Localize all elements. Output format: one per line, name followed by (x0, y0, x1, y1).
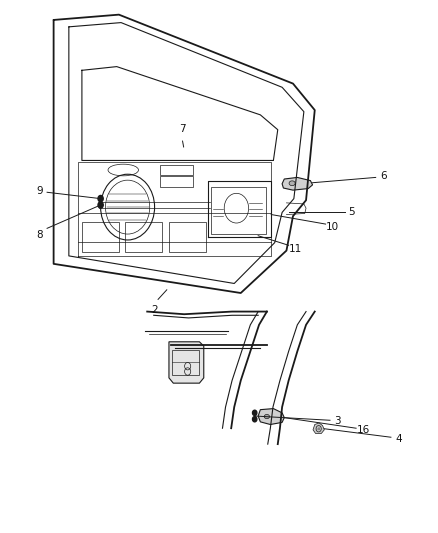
Circle shape (253, 417, 257, 422)
Text: 6: 6 (380, 172, 386, 181)
Bar (169, 222, 206, 252)
Polygon shape (313, 423, 324, 433)
Text: 10: 10 (325, 222, 339, 232)
Circle shape (98, 196, 103, 202)
Bar (125, 222, 162, 252)
Text: 3: 3 (335, 416, 341, 426)
Text: 4: 4 (395, 434, 402, 444)
Text: 9: 9 (36, 185, 43, 196)
Ellipse shape (264, 415, 269, 419)
Text: 8: 8 (36, 230, 43, 240)
Text: 16: 16 (357, 425, 371, 435)
Polygon shape (282, 177, 313, 190)
Text: 5: 5 (349, 207, 355, 217)
Bar (160, 165, 193, 175)
Circle shape (98, 202, 103, 208)
Text: 2: 2 (151, 305, 158, 314)
Polygon shape (169, 342, 204, 383)
Polygon shape (258, 409, 284, 424)
Bar (82, 222, 119, 252)
Ellipse shape (289, 181, 295, 185)
Circle shape (253, 410, 257, 416)
Text: 11: 11 (289, 244, 302, 254)
Bar (211, 187, 265, 233)
Bar (160, 176, 193, 187)
Bar (173, 350, 199, 375)
Text: 7: 7 (179, 124, 185, 134)
